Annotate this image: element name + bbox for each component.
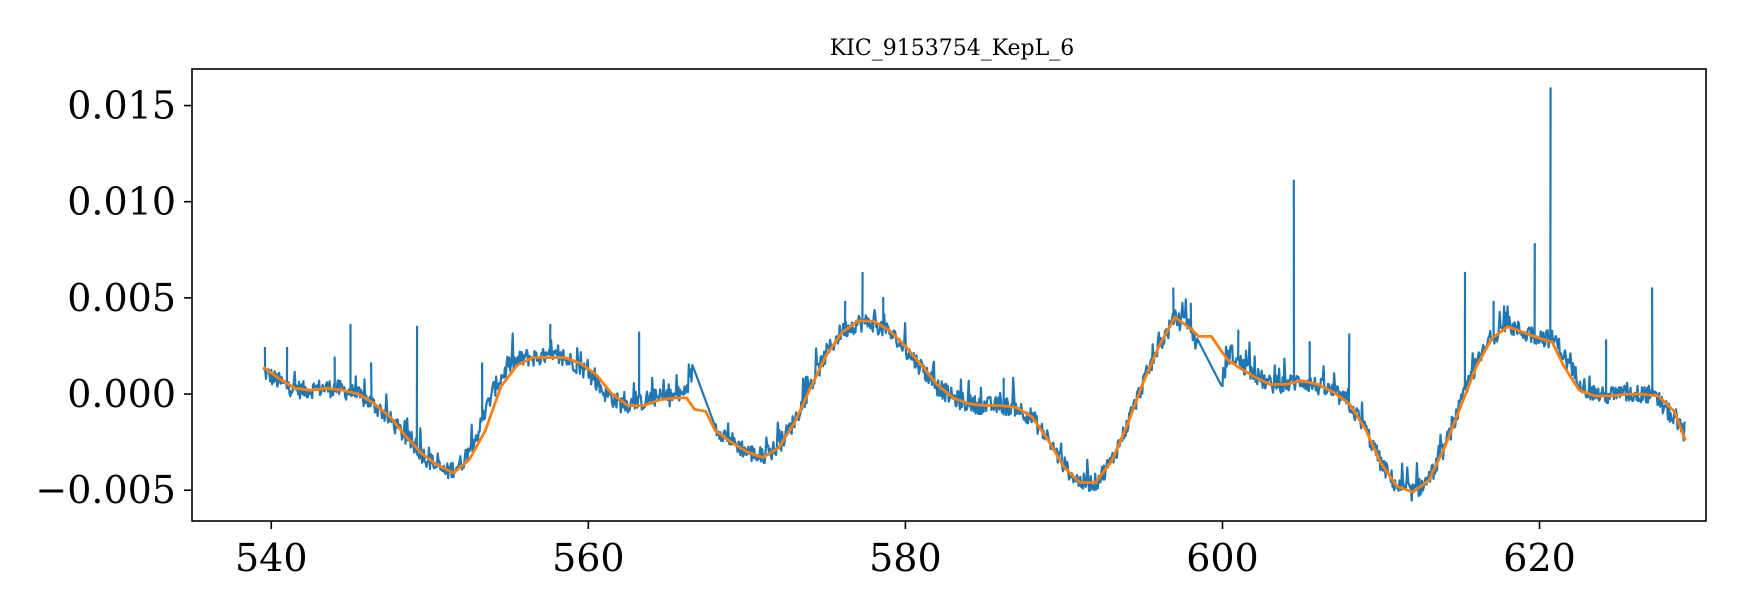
x-tick-label: 540 [235, 536, 308, 580]
plot-area [262, 87, 1687, 502]
x-tick-label: 560 [552, 536, 625, 580]
series-raw-flux-line [262, 87, 1686, 502]
y-tick-label: 0.000 [67, 372, 176, 416]
y-tick-label: −0.005 [35, 468, 176, 512]
series-trend-line [262, 315, 1687, 494]
y-tick-label: 0.015 [67, 84, 176, 128]
axes-frame [191, 68, 1707, 522]
y-tick-label: 0.010 [67, 180, 176, 224]
x-tick-label: 620 [1503, 536, 1576, 580]
y-tick-label: 0.005 [67, 276, 176, 320]
x-tick-label: 580 [869, 536, 942, 580]
chart-title: KIC_9153754_KepL_6 [830, 36, 1075, 61]
axes: 540 560 580 600 620 −0.005 0.000 0.005 0.010 0.01… [35, 68, 1707, 580]
x-tick-label: 600 [1186, 536, 1259, 580]
